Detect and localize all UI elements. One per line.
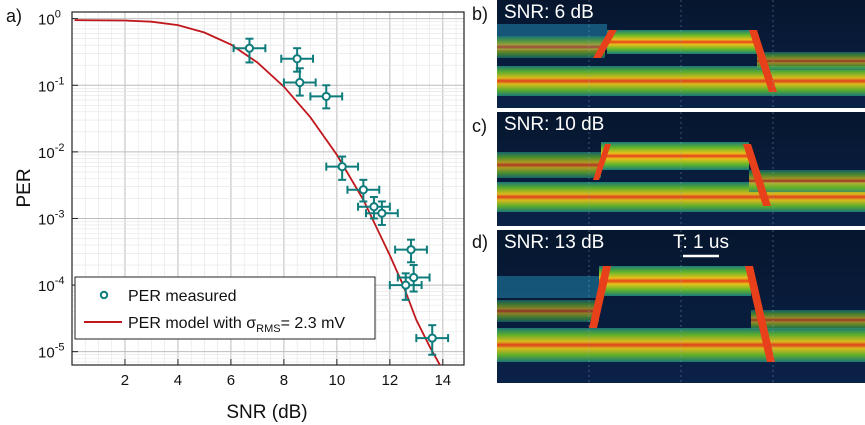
measured-point [309, 84, 344, 110]
measured-point [232, 37, 267, 64]
waterfall-panel-b: SNR: 6 dB [497, 0, 865, 108]
measured-point [394, 238, 428, 264]
x-tick-label: 4 [174, 372, 182, 389]
point-marker [337, 162, 347, 172]
axis-ticks: 2 4 6 8 10 12 14 100 10-1 10-2 10-3 10-4 10-5 [38, 9, 451, 389]
measured-point [388, 272, 423, 301]
measured-point [282, 67, 317, 97]
panel-label-a: a) [6, 6, 22, 26]
measured-point [415, 324, 450, 356]
y-axis-label: PER [14, 168, 35, 207]
x-tick-label: 14 [434, 372, 451, 389]
measured-points [232, 37, 450, 356]
panel-d-snr-label: SNR: 13 dB [504, 232, 605, 253]
point-marker [401, 280, 411, 290]
x-tick-label: 12 [381, 372, 398, 389]
point-marker [292, 54, 302, 64]
panel-letter-b: b) [472, 4, 489, 24]
model-line [74, 19, 441, 365]
x-tick-label: 8 [280, 372, 288, 389]
legend-marker-measured [99, 290, 109, 300]
x-tick-label: 2 [121, 372, 129, 389]
grid [72, 12, 464, 365]
point-marker [321, 91, 331, 102]
y-tick-label: 10-5 [38, 342, 64, 362]
panel-letter-c: c) [472, 116, 487, 136]
panel-d-time-scale-label: T: 1 us [673, 232, 729, 253]
panel-b-snr-label: SNR: 6 dB [504, 2, 594, 23]
waterfall-panel-d: SNR: 13 dB T: 1 us [497, 230, 865, 383]
waterfall-image-b [497, 0, 865, 108]
x-tick-label: 10 [329, 372, 346, 389]
legend: PER measured PER model with σRMS= 2.3 mV [74, 276, 376, 340]
measured-point [396, 264, 431, 293]
y-tick-label: 10-2 [38, 142, 64, 162]
measured-point [325, 155, 360, 181]
y-tick-label: 100 [38, 9, 61, 29]
point-marker [244, 43, 255, 53]
measured-point [346, 178, 381, 203]
y-tick-label: 10-3 [38, 208, 64, 228]
point-marker [295, 77, 305, 88]
y-tick-label: 10-4 [38, 275, 64, 295]
waterfall-image-d [497, 230, 865, 383]
panel-letter-d: d) [472, 232, 489, 252]
per-vs-snr-chart: 2 4 6 8 10 12 14 100 10-1 10-2 10-3 10-4 10-5 a) SNR… [6, 6, 465, 423]
point-marker [358, 185, 368, 195]
waterfall-panel-c: SNR: 10 dB [497, 112, 865, 226]
point-marker [369, 202, 379, 212]
legend-label-model: PER model with σRMS= 2.3 mV [128, 315, 345, 335]
measured-point [280, 47, 315, 73]
plot-frame [71, 11, 465, 366]
y-tick-label: 10-1 [38, 75, 64, 95]
model-curve [74, 19, 441, 365]
measured-point [357, 196, 391, 220]
x-axis-label: SNR (dB) [226, 402, 307, 423]
measured-point [365, 200, 399, 226]
x-tick-label: 6 [227, 372, 235, 389]
panel-c-snr-label: SNR: 10 dB [504, 114, 605, 135]
legend-label-measured: PER measured [128, 288, 237, 305]
point-marker [406, 245, 416, 255]
point-marker [377, 208, 387, 218]
waterfall-image-c [497, 112, 865, 226]
point-marker [409, 272, 419, 283]
legend-box [74, 276, 376, 340]
point-marker [427, 333, 437, 343]
